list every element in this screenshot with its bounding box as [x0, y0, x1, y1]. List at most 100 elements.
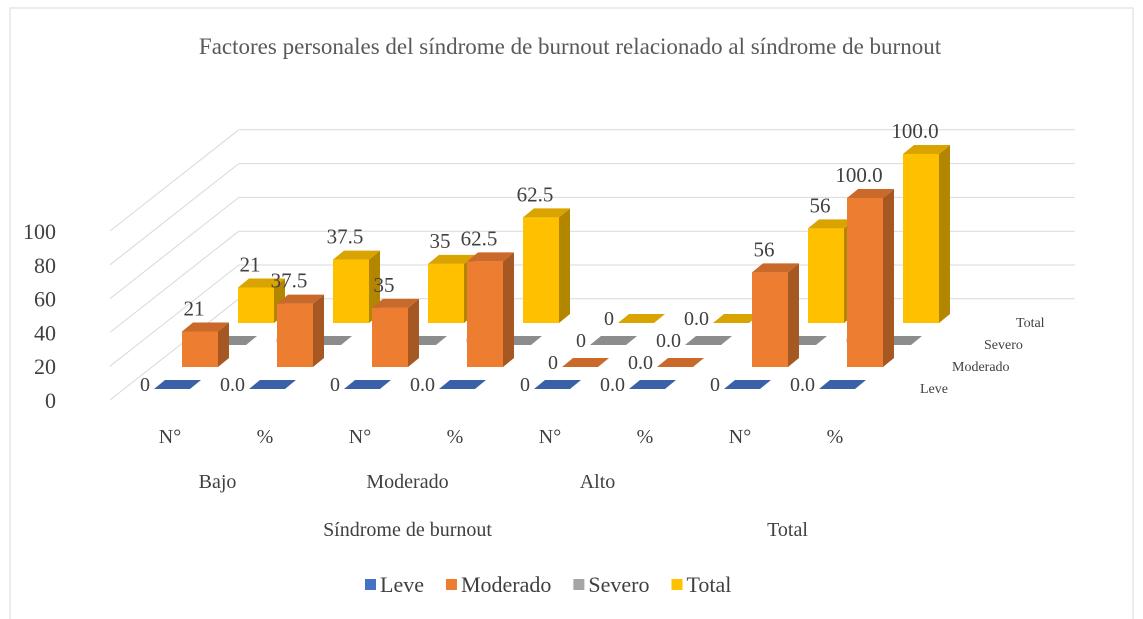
bar-top	[428, 254, 475, 264]
data-label: 0.0	[410, 374, 435, 396]
subgroup-label: Alto	[580, 471, 616, 493]
bar-top	[344, 380, 391, 389]
legend-label: Severo	[588, 572, 649, 597]
x-tick-label: %	[827, 426, 844, 448]
data-label: 35	[374, 273, 395, 297]
bar-top	[562, 358, 609, 367]
depth-axis-label: Total	[1016, 316, 1045, 331]
legend-label: Leve	[380, 572, 424, 597]
bar-top	[629, 380, 676, 389]
data-label: 21	[184, 297, 205, 321]
bar-top	[903, 145, 950, 154]
bar-top	[372, 298, 419, 308]
data-label: 21	[240, 253, 261, 277]
y-tick-label: 60	[34, 287, 56, 312]
bar-side	[788, 263, 799, 367]
x-tick-label: N°	[729, 426, 751, 448]
x-tick-label: %	[637, 426, 654, 448]
y-tick-label: 0	[45, 388, 56, 413]
bar-top	[724, 380, 771, 389]
grid-line	[109, 197, 240, 299]
bar	[182, 331, 218, 367]
bar-top	[154, 380, 201, 389]
x-tick-label: N°	[539, 426, 561, 448]
bar-side	[939, 145, 950, 323]
bar-top	[752, 263, 799, 273]
data-label: 0	[576, 330, 586, 352]
x-tick-label: N°	[349, 426, 371, 448]
bar-side	[313, 294, 324, 367]
bar-side	[218, 322, 229, 367]
bar-top	[847, 189, 894, 198]
data-label: 0.0	[628, 352, 653, 374]
bar-top	[333, 250, 380, 260]
group-label: Total	[767, 519, 808, 541]
subgroup-label: Bajo	[199, 471, 237, 493]
bar	[277, 303, 313, 367]
data-label: 0.0	[220, 374, 245, 396]
y-tick-label: 80	[34, 253, 56, 278]
chart-border	[9, 7, 1134, 619]
bar	[808, 228, 844, 323]
bar	[467, 261, 503, 367]
bar	[847, 198, 883, 367]
bar-top	[657, 358, 704, 367]
bar-top	[277, 294, 324, 304]
y-tick-label: 100	[23, 219, 56, 244]
bar-top	[238, 278, 285, 288]
bar-side	[883, 189, 894, 367]
x-tick-label: N°	[159, 426, 181, 448]
bar-top	[534, 380, 581, 389]
legend-swatch	[365, 579, 376, 590]
bar	[333, 259, 369, 323]
data-label: 56	[810, 193, 831, 217]
data-label: 0.0	[684, 308, 709, 330]
data-label: 37.5	[327, 225, 364, 249]
bar-top	[439, 380, 486, 389]
bar-top	[467, 252, 514, 262]
data-label: 37.5	[271, 269, 308, 293]
bar-top	[713, 314, 760, 323]
x-tick-label: %	[257, 426, 274, 448]
bar	[752, 272, 788, 367]
data-label: 62.5	[517, 182, 554, 206]
legend-label: Moderado	[461, 572, 551, 597]
grid-line	[109, 264, 240, 367]
bar-top	[590, 336, 637, 345]
bar-top	[808, 219, 855, 229]
data-label: 0.0	[600, 374, 625, 396]
bar	[372, 307, 408, 367]
data-label: 0	[140, 374, 150, 396]
bar-top	[618, 314, 665, 323]
legend-swatch	[445, 579, 457, 590]
x-tick-label: %	[447, 426, 464, 448]
data-label: 35	[430, 229, 451, 253]
subgroup-label: Moderado	[366, 471, 448, 493]
grid-line	[109, 163, 240, 266]
y-tick-label: 40	[34, 320, 56, 345]
grid-line	[109, 129, 240, 232]
bar-top	[182, 322, 229, 332]
legend-swatch	[671, 579, 683, 590]
bar-top	[249, 380, 296, 389]
data-label: 0	[330, 374, 340, 396]
grid-line	[109, 298, 240, 401]
legend-swatch	[573, 579, 585, 590]
data-label: 0	[520, 374, 530, 396]
bar-side	[559, 208, 570, 323]
bar	[428, 263, 464, 323]
bar	[238, 287, 274, 323]
data-label: 56	[754, 237, 775, 261]
bar-top	[819, 380, 866, 389]
data-label: 0.0	[790, 374, 815, 396]
chart-title: Factores personales del síndrome de burn…	[198, 34, 942, 59]
data-label: 100.0	[835, 163, 882, 187]
bar-top	[523, 208, 570, 218]
grid-line	[109, 230, 240, 333]
data-label: 62.5	[461, 226, 498, 250]
group-label: Síndrome de burnout	[323, 519, 492, 541]
bar-side	[503, 252, 514, 367]
bar	[523, 217, 559, 323]
bar-top	[685, 336, 732, 345]
